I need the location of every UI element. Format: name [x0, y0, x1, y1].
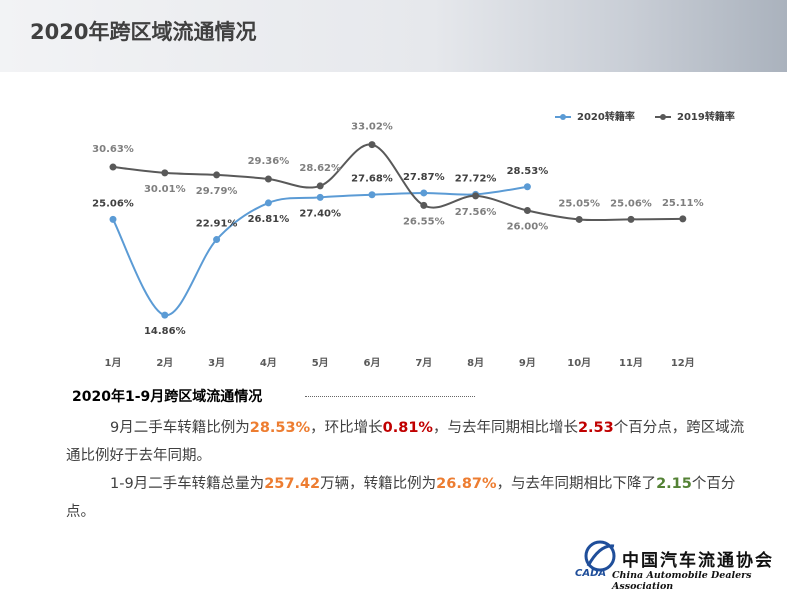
legend-marker — [560, 114, 566, 120]
point — [264, 175, 272, 183]
point — [420, 189, 428, 197]
x-tick-label: 9月 — [519, 357, 536, 369]
data-label: 22.91% — [196, 219, 238, 230]
section-title: 2020年1-9月跨区域流通情况 — [72, 389, 263, 405]
point — [109, 215, 117, 223]
data-label: 33.02% — [351, 122, 393, 133]
point — [679, 215, 687, 223]
point — [472, 192, 480, 200]
point — [161, 169, 169, 177]
text: 万辆，转籍比例为 — [320, 476, 437, 492]
data-label: 25.05% — [558, 198, 600, 209]
data-label: 30.63% — [92, 144, 134, 155]
point — [316, 193, 324, 201]
point — [161, 311, 169, 319]
chart: 1月 2月 3月 4月 5月 6月 7月 8月 9月 10月 11月 12月 25.06% 14.86% 2… — [92, 110, 735, 369]
x-tick-label: 4月 — [260, 357, 277, 369]
point — [368, 191, 376, 199]
legend-label: 2019转籍率 — [677, 110, 735, 123]
logo-abbr: CADA — [575, 568, 607, 579]
point — [420, 201, 428, 209]
text: ，环比增长 — [310, 420, 383, 436]
text: 9月二手车转籍比例为 — [110, 420, 250, 436]
highlight: 257.42 — [264, 476, 321, 492]
text: ，与去年同期相比下降了 — [496, 476, 657, 492]
point — [213, 236, 221, 244]
x-tick-label: 3月 — [208, 357, 225, 369]
data-label: 30.01% — [144, 184, 186, 195]
x-tick-label: 8月 — [467, 357, 484, 369]
point — [213, 171, 221, 179]
x-tick-label: 5月 — [312, 357, 329, 369]
text: ，与去年同期相比增长 — [432, 420, 578, 436]
data-label: 28.62% — [299, 163, 341, 174]
data-label: 26.00% — [507, 222, 549, 233]
data-label: 25.11% — [662, 198, 704, 209]
logo-ring — [584, 540, 616, 572]
x-tick-label: 7月 — [415, 357, 432, 369]
logo-cn: 中国汽车流通协会 — [622, 551, 774, 571]
point — [523, 207, 531, 215]
point — [368, 141, 376, 149]
x-tick-label: 10月 — [567, 357, 591, 369]
logo-swoosh — [586, 544, 615, 567]
x-tick-label: 11月 — [619, 357, 643, 369]
paragraph: 9月二手车转籍比例为28.53%，环比增长0.81%，与去年同期相比增长2.53… — [66, 414, 746, 470]
data-label: 26.81% — [248, 214, 290, 225]
highlight: 2.53 — [577, 420, 614, 436]
point — [109, 163, 117, 171]
point — [627, 215, 635, 223]
data-label: 29.36% — [248, 156, 290, 167]
divider — [305, 396, 475, 397]
x-tick-label: 2月 — [156, 357, 173, 369]
data-label: 29.79% — [196, 186, 238, 197]
text: 个百分点，跨区域流通比例好于去年同期。 — [66, 420, 745, 464]
legend-label: 2020转籍率 — [577, 110, 635, 123]
data-label: 26.55% — [403, 216, 445, 227]
data-label: 25.06% — [92, 198, 134, 209]
data-label: 27.68% — [351, 174, 393, 185]
point — [316, 182, 324, 190]
data-label: 14.86% — [144, 326, 186, 337]
paragraph: 1-9月二手车转籍总量为257.42万辆，转籍比例为26.87%，与去年同期相比… — [66, 470, 746, 526]
point — [575, 215, 583, 223]
text: 1-9月二手车转籍总量为 — [110, 476, 265, 492]
highlight: 28.53% — [249, 420, 311, 436]
point — [264, 199, 272, 207]
data-label: 27.72% — [455, 173, 497, 184]
data-label: 27.56% — [455, 207, 497, 218]
logo-icon — [584, 540, 616, 572]
x-tick-label: 12月 — [671, 357, 695, 369]
x-tick-label: 6月 — [364, 357, 381, 369]
data-label: 27.87% — [403, 172, 445, 183]
data-label: 27.40% — [299, 208, 341, 219]
highlight: 2.15 — [656, 476, 692, 492]
legend-marker — [660, 114, 666, 120]
highlight: 0.81% — [382, 420, 433, 436]
logo-en: China Automobile Dealers Association — [612, 570, 752, 592]
data-label: 25.06% — [610, 198, 652, 209]
highlight: 26.87% — [436, 476, 497, 492]
point — [523, 183, 531, 191]
x-tick-label: 1月 — [105, 357, 122, 369]
page-title: 2020年跨区域流通情况 — [30, 20, 257, 44]
text: 个百分点。 — [66, 476, 736, 520]
banner: 2020年跨区域流通情况 — [0, 0, 787, 72]
data-label: 28.53% — [507, 166, 549, 177]
